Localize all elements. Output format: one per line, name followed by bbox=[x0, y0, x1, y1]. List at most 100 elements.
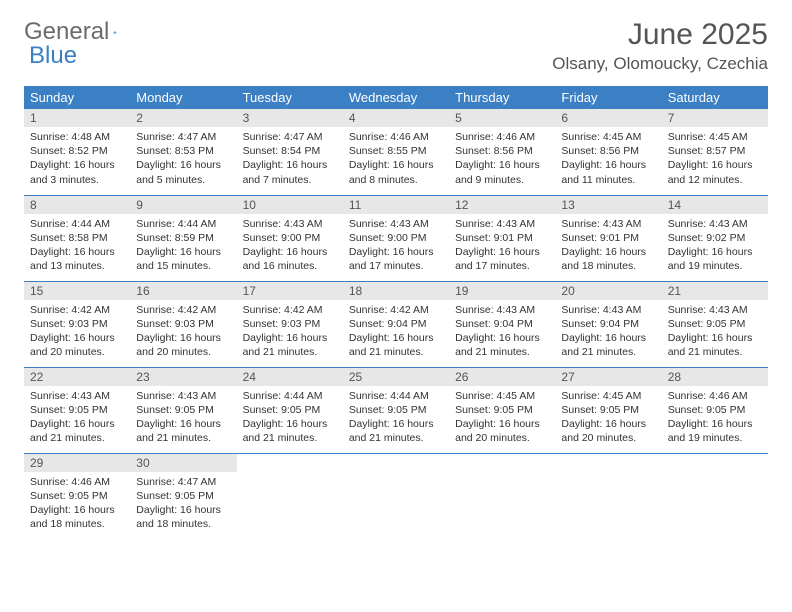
weekday-header: Wednesday bbox=[343, 86, 449, 109]
weekday-header: Tuesday bbox=[237, 86, 343, 109]
day-details: Sunrise: 4:43 AMSunset: 9:01 PMDaylight:… bbox=[449, 214, 555, 278]
day-details: Sunrise: 4:43 AMSunset: 9:01 PMDaylight:… bbox=[555, 214, 661, 278]
calendar-cell: 11Sunrise: 4:43 AMSunset: 9:00 PMDayligh… bbox=[343, 195, 449, 281]
day-details: Sunrise: 4:43 AMSunset: 9:02 PMDaylight:… bbox=[662, 214, 768, 278]
day-details: Sunrise: 4:44 AMSunset: 9:05 PMDaylight:… bbox=[343, 386, 449, 450]
day-details: Sunrise: 4:45 AMSunset: 9:05 PMDaylight:… bbox=[555, 386, 661, 450]
calendar-cell: 8Sunrise: 4:44 AMSunset: 8:58 PMDaylight… bbox=[24, 195, 130, 281]
day-details: Sunrise: 4:42 AMSunset: 9:03 PMDaylight:… bbox=[130, 300, 236, 364]
day-number: 2 bbox=[130, 109, 236, 127]
day-details: Sunrise: 4:43 AMSunset: 9:05 PMDaylight:… bbox=[130, 386, 236, 450]
calendar-cell: 10Sunrise: 4:43 AMSunset: 9:00 PMDayligh… bbox=[237, 195, 343, 281]
calendar-week-row: 22Sunrise: 4:43 AMSunset: 9:05 PMDayligh… bbox=[24, 367, 768, 453]
day-details: Sunrise: 4:42 AMSunset: 9:03 PMDaylight:… bbox=[24, 300, 130, 364]
day-number: 25 bbox=[343, 368, 449, 386]
calendar-cell bbox=[237, 453, 343, 539]
calendar-cell: 2Sunrise: 4:47 AMSunset: 8:53 PMDaylight… bbox=[130, 109, 236, 195]
weekday-header: Monday bbox=[130, 86, 236, 109]
day-number: 5 bbox=[449, 109, 555, 127]
day-number: 27 bbox=[555, 368, 661, 386]
day-number: 18 bbox=[343, 282, 449, 300]
day-number: 19 bbox=[449, 282, 555, 300]
calendar-cell: 4Sunrise: 4:46 AMSunset: 8:55 PMDaylight… bbox=[343, 109, 449, 195]
page-header: General June 2025 Olsany, Olomoucky, Cze… bbox=[24, 18, 768, 74]
calendar-cell: 13Sunrise: 4:43 AMSunset: 9:01 PMDayligh… bbox=[555, 195, 661, 281]
day-number: 24 bbox=[237, 368, 343, 386]
calendar-cell: 29Sunrise: 4:46 AMSunset: 9:05 PMDayligh… bbox=[24, 453, 130, 539]
day-number: 16 bbox=[130, 282, 236, 300]
day-details: Sunrise: 4:47 AMSunset: 8:54 PMDaylight:… bbox=[237, 127, 343, 191]
logo-word2: Blue bbox=[29, 42, 77, 69]
day-details: Sunrise: 4:44 AMSunset: 9:05 PMDaylight:… bbox=[237, 386, 343, 450]
day-details: Sunrise: 4:43 AMSunset: 9:05 PMDaylight:… bbox=[24, 386, 130, 450]
day-details: Sunrise: 4:43 AMSunset: 9:04 PMDaylight:… bbox=[449, 300, 555, 364]
calendar-cell: 6Sunrise: 4:45 AMSunset: 8:56 PMDaylight… bbox=[555, 109, 661, 195]
calendar-cell: 25Sunrise: 4:44 AMSunset: 9:05 PMDayligh… bbox=[343, 367, 449, 453]
day-details: Sunrise: 4:44 AMSunset: 8:59 PMDaylight:… bbox=[130, 214, 236, 278]
calendar-week-row: 29Sunrise: 4:46 AMSunset: 9:05 PMDayligh… bbox=[24, 453, 768, 539]
calendar-week-row: 1Sunrise: 4:48 AMSunset: 8:52 PMDaylight… bbox=[24, 109, 768, 195]
day-details: Sunrise: 4:46 AMSunset: 9:05 PMDaylight:… bbox=[662, 386, 768, 450]
day-details: Sunrise: 4:42 AMSunset: 9:04 PMDaylight:… bbox=[343, 300, 449, 364]
calendar-cell: 7Sunrise: 4:45 AMSunset: 8:57 PMDaylight… bbox=[662, 109, 768, 195]
calendar-cell: 22Sunrise: 4:43 AMSunset: 9:05 PMDayligh… bbox=[24, 367, 130, 453]
day-details: Sunrise: 4:45 AMSunset: 9:05 PMDaylight:… bbox=[449, 386, 555, 450]
calendar-cell: 19Sunrise: 4:43 AMSunset: 9:04 PMDayligh… bbox=[449, 281, 555, 367]
calendar-cell: 14Sunrise: 4:43 AMSunset: 9:02 PMDayligh… bbox=[662, 195, 768, 281]
day-details: Sunrise: 4:46 AMSunset: 8:56 PMDaylight:… bbox=[449, 127, 555, 191]
day-number: 1 bbox=[24, 109, 130, 127]
weekday-header: Sunday bbox=[24, 86, 130, 109]
calendar-cell bbox=[343, 453, 449, 539]
day-details: Sunrise: 4:42 AMSunset: 9:03 PMDaylight:… bbox=[237, 300, 343, 364]
calendar-cell: 9Sunrise: 4:44 AMSunset: 8:59 PMDaylight… bbox=[130, 195, 236, 281]
calendar-cell: 26Sunrise: 4:45 AMSunset: 9:05 PMDayligh… bbox=[449, 367, 555, 453]
day-details: Sunrise: 4:47 AMSunset: 9:05 PMDaylight:… bbox=[130, 472, 236, 536]
calendar-cell: 30Sunrise: 4:47 AMSunset: 9:05 PMDayligh… bbox=[130, 453, 236, 539]
calendar-cell: 5Sunrise: 4:46 AMSunset: 8:56 PMDaylight… bbox=[449, 109, 555, 195]
day-number: 22 bbox=[24, 368, 130, 386]
day-number: 15 bbox=[24, 282, 130, 300]
day-number: 29 bbox=[24, 454, 130, 472]
day-number: 8 bbox=[24, 196, 130, 214]
location-text: Olsany, Olomoucky, Czechia bbox=[552, 54, 768, 74]
calendar-cell: 12Sunrise: 4:43 AMSunset: 9:01 PMDayligh… bbox=[449, 195, 555, 281]
calendar-cell: 27Sunrise: 4:45 AMSunset: 9:05 PMDayligh… bbox=[555, 367, 661, 453]
calendar-week-row: 8Sunrise: 4:44 AMSunset: 8:58 PMDaylight… bbox=[24, 195, 768, 281]
weekday-header: Friday bbox=[555, 86, 661, 109]
day-details: Sunrise: 4:45 AMSunset: 8:56 PMDaylight:… bbox=[555, 127, 661, 191]
day-details: Sunrise: 4:43 AMSunset: 9:00 PMDaylight:… bbox=[343, 214, 449, 278]
calendar-cell: 16Sunrise: 4:42 AMSunset: 9:03 PMDayligh… bbox=[130, 281, 236, 367]
day-number: 23 bbox=[130, 368, 236, 386]
calendar-cell: 24Sunrise: 4:44 AMSunset: 9:05 PMDayligh… bbox=[237, 367, 343, 453]
calendar-cell bbox=[555, 453, 661, 539]
calendar-cell: 21Sunrise: 4:43 AMSunset: 9:05 PMDayligh… bbox=[662, 281, 768, 367]
weekday-header-row: Sunday Monday Tuesday Wednesday Thursday… bbox=[24, 86, 768, 109]
calendar-cell: 17Sunrise: 4:42 AMSunset: 9:03 PMDayligh… bbox=[237, 281, 343, 367]
day-number: 30 bbox=[130, 454, 236, 472]
weekday-header: Thursday bbox=[449, 86, 555, 109]
day-number: 3 bbox=[237, 109, 343, 127]
title-block: June 2025 Olsany, Olomoucky, Czechia bbox=[552, 18, 768, 74]
day-number: 13 bbox=[555, 196, 661, 214]
day-number: 9 bbox=[130, 196, 236, 214]
day-number: 28 bbox=[662, 368, 768, 386]
day-number: 14 bbox=[662, 196, 768, 214]
calendar-cell bbox=[449, 453, 555, 539]
calendar-week-row: 15Sunrise: 4:42 AMSunset: 9:03 PMDayligh… bbox=[24, 281, 768, 367]
day-details: Sunrise: 4:48 AMSunset: 8:52 PMDaylight:… bbox=[24, 127, 130, 191]
day-number: 6 bbox=[555, 109, 661, 127]
calendar-cell: 1Sunrise: 4:48 AMSunset: 8:52 PMDaylight… bbox=[24, 109, 130, 195]
day-number: 26 bbox=[449, 368, 555, 386]
calendar-cell: 28Sunrise: 4:46 AMSunset: 9:05 PMDayligh… bbox=[662, 367, 768, 453]
day-details: Sunrise: 4:43 AMSunset: 9:05 PMDaylight:… bbox=[662, 300, 768, 364]
day-number: 21 bbox=[662, 282, 768, 300]
calendar-cell: 23Sunrise: 4:43 AMSunset: 9:05 PMDayligh… bbox=[130, 367, 236, 453]
month-title: June 2025 bbox=[552, 18, 768, 52]
logo-sail-icon bbox=[113, 22, 117, 42]
day-number: 10 bbox=[237, 196, 343, 214]
day-details: Sunrise: 4:43 AMSunset: 9:00 PMDaylight:… bbox=[237, 214, 343, 278]
day-number: 4 bbox=[343, 109, 449, 127]
day-details: Sunrise: 4:46 AMSunset: 8:55 PMDaylight:… bbox=[343, 127, 449, 191]
day-details: Sunrise: 4:47 AMSunset: 8:53 PMDaylight:… bbox=[130, 127, 236, 191]
logo-word2-wrap: Blue bbox=[29, 42, 77, 70]
